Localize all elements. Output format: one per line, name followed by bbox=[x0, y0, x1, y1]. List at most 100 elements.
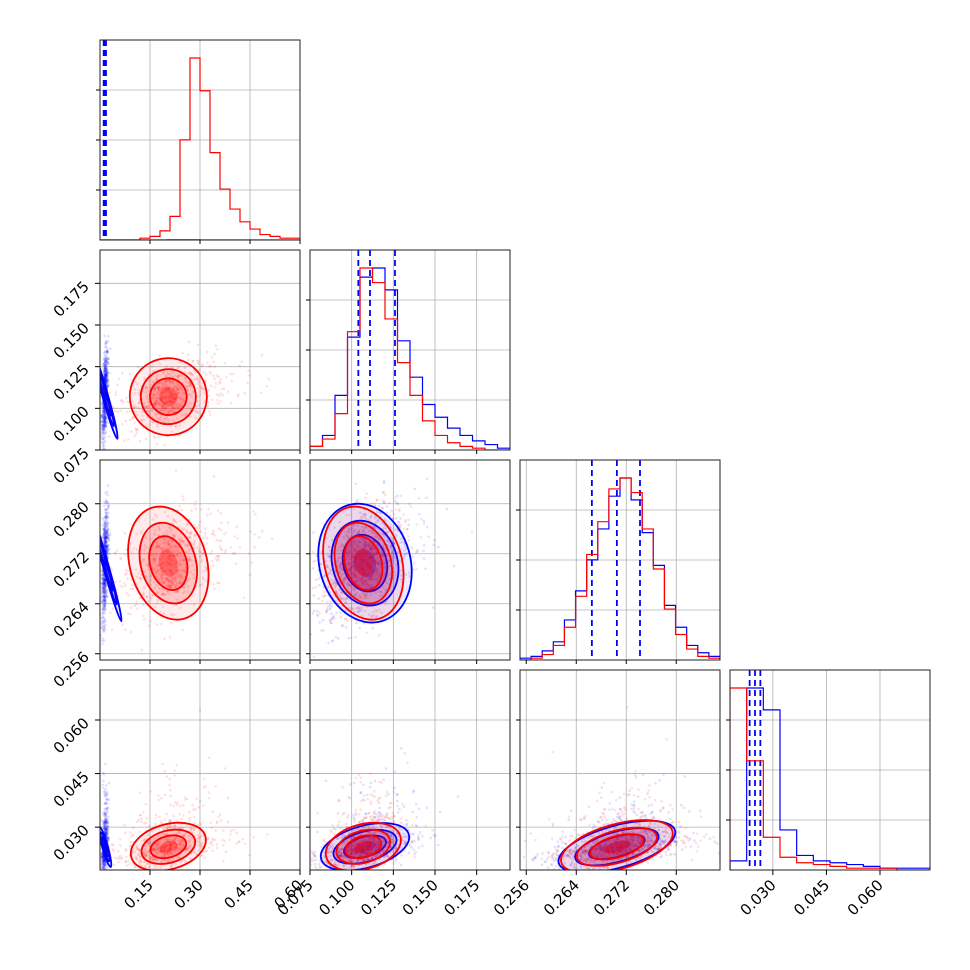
scatter-point bbox=[101, 874, 104, 877]
scatter-point bbox=[102, 427, 106, 431]
scatter-point bbox=[327, 565, 330, 568]
scatter-point bbox=[159, 415, 163, 418]
scatter-point bbox=[379, 594, 382, 598]
scatter-point bbox=[377, 541, 381, 544]
scatter-point bbox=[355, 542, 358, 545]
scatter-point bbox=[159, 398, 163, 402]
scatter-point bbox=[103, 532, 106, 536]
scatter-point bbox=[355, 549, 359, 553]
scatter-point bbox=[375, 551, 378, 555]
scatter-point bbox=[362, 549, 365, 553]
scatter-point bbox=[105, 793, 109, 797]
scatter-point bbox=[102, 372, 106, 376]
scatter-point bbox=[152, 396, 155, 400]
scatter-point bbox=[175, 549, 179, 552]
scatter-point bbox=[201, 536, 205, 540]
scatter-point bbox=[202, 777, 206, 780]
scatter-point bbox=[354, 556, 358, 559]
scatter-point bbox=[352, 546, 355, 549]
scatter-point bbox=[193, 539, 196, 543]
scatter-point bbox=[361, 553, 364, 557]
scatter-point bbox=[97, 423, 100, 426]
scatter-point bbox=[165, 417, 168, 420]
scatter-point bbox=[161, 561, 165, 564]
scatter-point bbox=[336, 603, 339, 607]
scatter-point bbox=[176, 383, 180, 386]
scatter-point bbox=[107, 527, 110, 531]
scatter-point bbox=[103, 375, 107, 379]
scatter-point bbox=[223, 550, 227, 554]
scatter-point bbox=[344, 576, 348, 579]
scatter-point bbox=[181, 529, 185, 532]
scatter-point bbox=[422, 557, 426, 560]
scatter-point bbox=[103, 578, 107, 582]
scatter-point bbox=[373, 502, 376, 506]
scatter-point bbox=[353, 548, 357, 552]
scatter-point bbox=[330, 538, 334, 542]
scatter-point bbox=[104, 595, 108, 598]
scatter-point bbox=[383, 549, 386, 553]
scatter-point bbox=[100, 569, 104, 573]
scatter-point bbox=[170, 564, 174, 568]
scatter-point bbox=[363, 526, 367, 530]
scatter-point bbox=[102, 420, 106, 424]
scatter-point bbox=[103, 423, 107, 427]
scatter-point bbox=[171, 554, 174, 557]
scatter-point bbox=[161, 382, 164, 385]
scatter-point bbox=[101, 619, 104, 623]
scatter-point bbox=[53, 414, 56, 417]
scatter-point bbox=[383, 572, 387, 576]
scatter-point bbox=[359, 595, 362, 598]
scatter-point bbox=[225, 375, 228, 379]
scatter-point bbox=[348, 569, 351, 572]
scatter-point bbox=[375, 534, 379, 538]
scatter-point bbox=[380, 611, 384, 614]
scatter-point bbox=[103, 421, 106, 425]
scatter-point bbox=[345, 553, 349, 557]
scatter-point bbox=[352, 556, 356, 560]
scatter-point bbox=[166, 548, 170, 551]
scatter-point bbox=[174, 586, 177, 589]
scatter-point bbox=[360, 554, 364, 558]
scatter-point bbox=[178, 540, 182, 543]
scatter-point bbox=[101, 424, 104, 427]
scatter-point bbox=[168, 397, 172, 400]
scatter-point bbox=[347, 537, 351, 540]
scatter-point bbox=[166, 514, 170, 518]
scatter-point bbox=[104, 600, 107, 604]
scatter-point bbox=[224, 548, 228, 552]
scatter-point bbox=[175, 569, 179, 573]
scatter-point bbox=[104, 498, 108, 502]
scatter-point bbox=[432, 543, 435, 547]
scatter-point bbox=[367, 545, 371, 548]
scatter-point bbox=[134, 427, 137, 430]
scatter-point bbox=[172, 533, 175, 536]
scatter-point bbox=[161, 605, 165, 609]
scatter-point bbox=[151, 409, 155, 413]
scatter-point bbox=[162, 390, 166, 394]
scatter-point bbox=[359, 577, 363, 580]
scatter-point bbox=[121, 623, 124, 627]
scatter-point bbox=[116, 410, 119, 414]
scatter-point bbox=[187, 380, 191, 384]
scatter-point bbox=[126, 438, 130, 441]
scatter-point bbox=[105, 374, 109, 378]
scatter-point bbox=[103, 539, 107, 542]
scatter-point bbox=[103, 583, 107, 587]
scatter-point bbox=[377, 520, 381, 523]
scatter-point bbox=[343, 576, 347, 579]
scatter-point bbox=[246, 381, 249, 385]
scatter-point bbox=[322, 586, 326, 589]
scatter-point bbox=[160, 398, 164, 401]
scatter-point bbox=[171, 400, 175, 404]
scatter-point bbox=[205, 579, 208, 583]
scatter-point bbox=[160, 399, 163, 403]
scatter-point bbox=[153, 533, 157, 536]
scatter-point bbox=[361, 574, 364, 578]
scatter-point bbox=[216, 509, 220, 512]
scatter-point bbox=[103, 360, 107, 364]
scatter-point bbox=[105, 358, 108, 362]
scatter-point bbox=[362, 573, 365, 577]
scatter-point bbox=[104, 552, 107, 555]
scatter-point bbox=[102, 580, 106, 583]
